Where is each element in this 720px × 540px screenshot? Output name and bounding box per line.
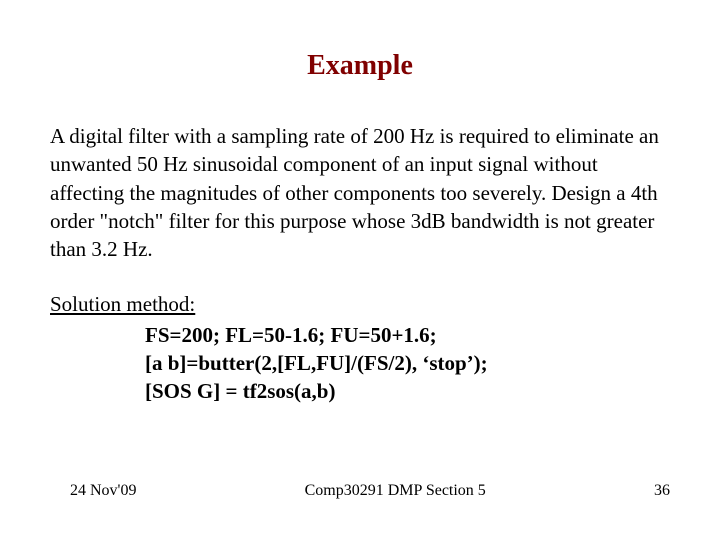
solution-heading: Solution method: [50, 292, 670, 317]
solution-line-2: [a b]=butter(2,[FL,FU]/(FS/2), ‘stop’); [50, 349, 670, 377]
solution-line-1: FS=200; FL=50-1.6; FU=50+1.6; [50, 321, 670, 349]
solution-line-3: [SOS G] = tf2sos(a,b) [50, 377, 670, 405]
slide-footer: 24 Nov'09 Comp30291 DMP Section 5 36 [0, 482, 720, 500]
body-paragraph: A digital filter with a sampling rate of… [50, 122, 670, 264]
slide-title: Example [50, 50, 670, 82]
footer-course: Comp30291 DMP Section 5 [305, 482, 486, 500]
footer-date: 24 Nov'09 [70, 482, 136, 500]
footer-page-number: 36 [654, 482, 670, 500]
